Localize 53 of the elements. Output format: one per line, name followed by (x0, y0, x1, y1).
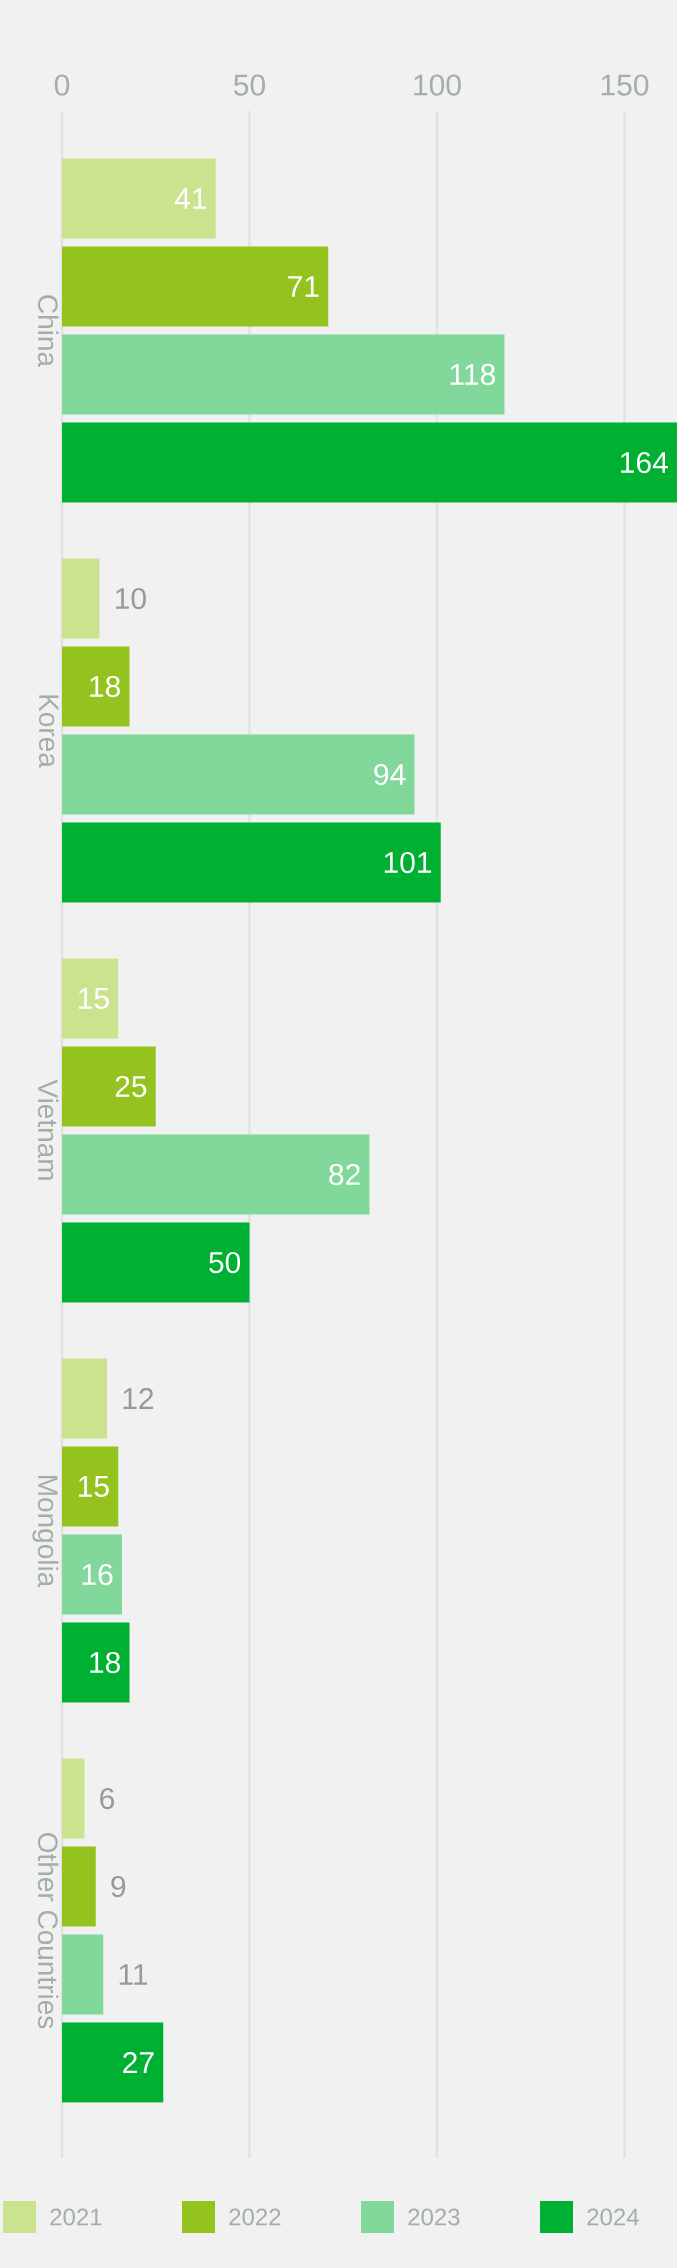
y-tick-label: Other Countries (37, 1833, 59, 2029)
data-label: 27 (123, 2052, 154, 2073)
data-label: 94 (374, 763, 406, 786)
bar (62, 558, 100, 639)
data-label: 12 (123, 1388, 154, 1409)
legend-label: 2023 (408, 2208, 460, 2226)
legend-label: 2024 (587, 2208, 639, 2226)
data-label: 16 (82, 1563, 113, 1586)
bar (62, 1846, 96, 1927)
y-tick-label: Vietnam (37, 1079, 59, 1180)
data-label: 82 (329, 1163, 360, 1186)
data-label: 41 (174, 188, 207, 209)
bar (62, 822, 441, 903)
data-label: 25 (115, 1075, 147, 1098)
bar (62, 958, 119, 1039)
x-tick-label: 100 (414, 74, 461, 96)
bar (62, 1758, 85, 1839)
data-label: 50 (209, 1251, 241, 1274)
bar (62, 158, 216, 239)
bar (62, 734, 415, 815)
bar (62, 1046, 156, 1127)
bar (62, 1622, 130, 1703)
legend-label: 2022 (229, 2208, 281, 2226)
bar (62, 1134, 370, 1215)
data-label: 11 (119, 1964, 148, 1985)
y-tick-label: Mongolia (32, 1475, 59, 1588)
data-label: 15 (78, 988, 109, 1009)
bar (62, 646, 130, 727)
data-label: 18 (90, 675, 120, 698)
data-label: 15 (78, 1476, 109, 1497)
bar (62, 422, 677, 503)
data-label: 6 (100, 1787, 115, 1810)
bar (62, 1446, 119, 1527)
y-tick-label: China (37, 295, 59, 368)
legend-label: 2021 (50, 2208, 102, 2226)
x-tick-label: 0 (54, 74, 70, 96)
bar (62, 1934, 104, 2015)
bar (62, 1534, 122, 1615)
data-label: 18 (90, 1651, 120, 1674)
bar (62, 246, 329, 327)
x-tick-label: 150 (601, 74, 649, 96)
data-label: 164 (621, 451, 668, 474)
y-tick-label: Korea (38, 695, 59, 768)
bar (62, 1358, 107, 1439)
data-label: 9 (111, 1875, 126, 1898)
data-label: 10 (115, 587, 146, 610)
data-label: 118 (450, 363, 495, 386)
bar (62, 2022, 164, 2103)
data-label: 71 (288, 276, 319, 297)
bar (62, 1222, 250, 1303)
x-tick-label: 50 (234, 74, 265, 96)
bar (62, 334, 505, 415)
data-label: 101 (384, 851, 432, 874)
